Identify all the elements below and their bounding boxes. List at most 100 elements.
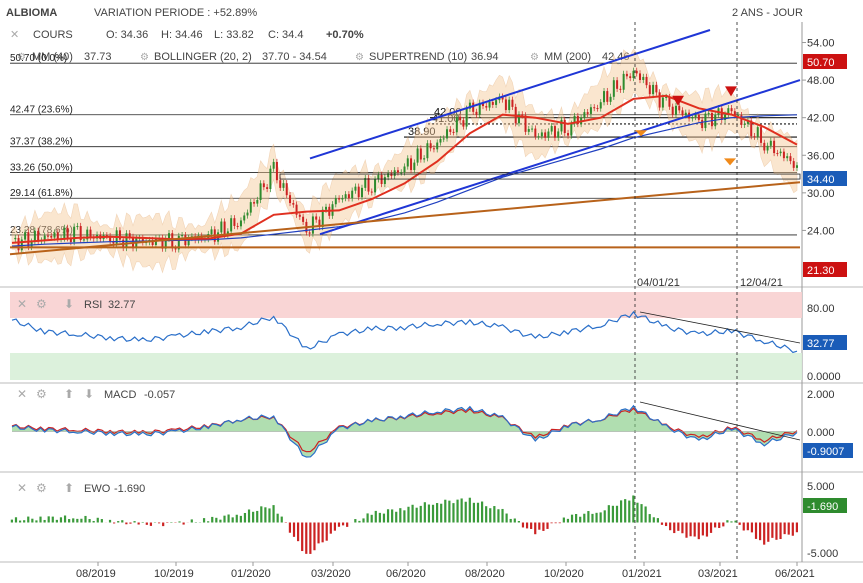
trend-channel-upper — [309, 29, 711, 160]
ewo-bar — [570, 514, 574, 523]
ewo-bar — [603, 510, 606, 523]
candle-body — [619, 88, 622, 90]
ewo-bar — [742, 522, 745, 531]
candle-body — [756, 127, 759, 137]
ewo-bar — [619, 500, 623, 523]
ewo-bar — [403, 510, 406, 523]
high-box — [803, 54, 847, 69]
gear-icon[interactable]: ⚙ — [36, 387, 47, 401]
gear-icon[interactable]: ⚙ — [355, 52, 364, 63]
ewo-bar — [162, 522, 165, 527]
ewo-bar — [239, 515, 242, 523]
rsi-box — [803, 335, 847, 350]
ewo-bar — [76, 518, 79, 523]
candle-body — [560, 119, 563, 132]
candle-body — [629, 76, 632, 79]
ewo-bar — [149, 522, 153, 526]
ewo-bar — [411, 504, 414, 523]
candle-body — [665, 97, 668, 99]
ewo-bar — [440, 503, 443, 523]
ewo-bar — [640, 504, 643, 523]
close-icon[interactable]: ✕ — [10, 29, 19, 41]
candle-body — [720, 108, 723, 120]
ewo-bar — [579, 516, 582, 523]
gear-icon[interactable]: ⚙ — [17, 52, 26, 63]
ewo-bar — [419, 505, 422, 523]
ewo-box — [803, 498, 847, 513]
candle-body — [223, 221, 226, 235]
down-arrow-icon — [672, 95, 684, 106]
level-label: 38.90 — [408, 126, 436, 138]
svg-text:✕: ✕ — [17, 481, 27, 495]
ewo-bar — [554, 522, 557, 524]
ewo-bar — [652, 517, 655, 523]
candle-body — [230, 218, 233, 232]
candle-body — [357, 186, 360, 198]
ewo-bar — [292, 522, 296, 537]
variation-label: VARIATION PERIODE : +52.89% — [94, 7, 257, 19]
candle-body — [596, 108, 599, 110]
ewo-bar — [51, 516, 54, 523]
candle-body — [226, 231, 229, 235]
arrow-down-icon[interactable]: ⬇ — [64, 297, 74, 311]
ewo-bar — [501, 508, 504, 523]
candle-body — [733, 111, 736, 116]
price-tick-label: 24.00 — [807, 225, 835, 237]
candle-body — [655, 84, 658, 93]
candle-body — [452, 131, 455, 133]
ewo-tick-neg5: -5.000 — [807, 548, 838, 560]
candle-body — [684, 112, 687, 116]
rsi-box-label: 32.77 — [807, 338, 835, 350]
arrow-down-icon[interactable]: ⬇ — [84, 387, 94, 401]
ewo-bar — [272, 505, 275, 523]
gear-icon[interactable]: ⚙ — [36, 481, 47, 495]
close-icon[interactable]: ✕ — [17, 297, 27, 311]
gear-icon[interactable]: ⚙ — [140, 52, 149, 63]
ewo-bar — [382, 513, 386, 523]
x-tick-label: 10/2019 — [154, 568, 194, 580]
candle-body — [488, 102, 491, 108]
ewo-bar — [256, 510, 259, 523]
ewo-bar — [472, 502, 476, 523]
candle-body — [603, 91, 606, 103]
close-icon[interactable]: ✕ — [17, 387, 27, 401]
candle-body — [609, 96, 612, 102]
candle-body — [678, 105, 681, 111]
candle-body — [413, 162, 416, 171]
ewo-bar — [632, 495, 635, 523]
ewo-bar — [779, 522, 782, 540]
ewo-bar — [27, 516, 30, 523]
close-icon[interactable]: ✕ — [17, 481, 27, 495]
ewo-bar — [117, 521, 120, 523]
ewo-bar — [137, 522, 140, 525]
candle-body — [449, 129, 452, 132]
candle-body — [544, 132, 547, 138]
macd-box — [803, 443, 853, 458]
gear-icon[interactable]: ⚙ — [36, 297, 47, 311]
x-tick-label: 03/2020 — [311, 568, 351, 580]
ewo-bar — [354, 519, 357, 523]
ewo-bar — [705, 522, 709, 537]
price-tick-label: 48.00 — [807, 75, 835, 87]
ewo-bar — [427, 504, 431, 523]
candle-body — [645, 76, 648, 86]
ewo-bar — [615, 505, 619, 523]
ewo-bar — [157, 522, 161, 524]
ewo-bar — [108, 519, 112, 523]
candle-body — [383, 177, 386, 185]
ewo-bar — [599, 512, 602, 523]
ewo-bar — [231, 517, 234, 523]
macd-value: -0.057 — [144, 389, 175, 401]
svg-text:⚙: ⚙ — [36, 297, 47, 311]
arrow-up-icon[interactable]: ⬆ — [64, 387, 74, 401]
gear-icon[interactable]: ⚙ — [530, 52, 539, 63]
candle-body — [639, 73, 641, 80]
candle-body — [239, 220, 242, 227]
fibonacci-label: 42.47 (23.6%) — [10, 105, 73, 116]
arrow-up-icon[interactable]: ⬆ — [64, 481, 74, 495]
price-tick-label: 54.00 — [807, 38, 835, 50]
candle-body — [125, 233, 128, 248]
ewo-bar — [677, 522, 680, 531]
fibonacci-label: 23.28 (78.6%) — [10, 225, 73, 236]
candle-body — [360, 187, 363, 198]
